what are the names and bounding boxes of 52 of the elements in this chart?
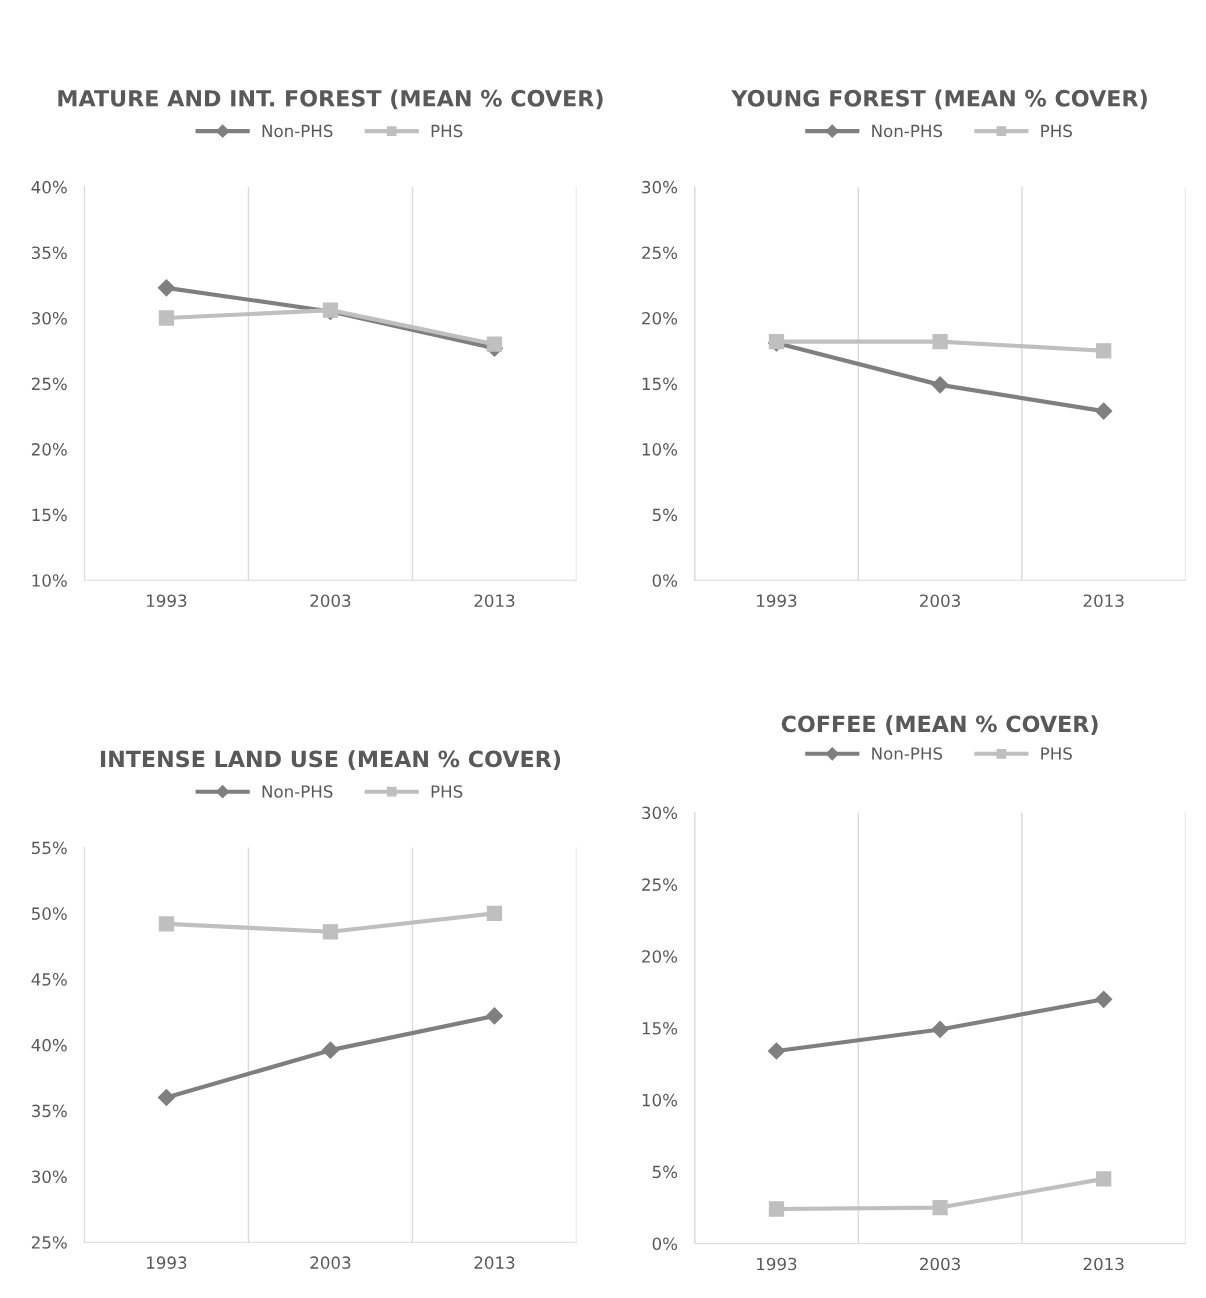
y-tick-label: 55% bbox=[32, 841, 67, 855]
y-tick-label: 10% bbox=[642, 1093, 678, 1107]
x-tick-label: 1993 bbox=[757, 1257, 797, 1271]
y-tick-label: 0% bbox=[652, 1237, 678, 1251]
x-tick-label: 2013 bbox=[1083, 1257, 1124, 1271]
y-tick-label: 50% bbox=[32, 907, 67, 920]
y-tick-label: 15% bbox=[642, 1021, 678, 1035]
y-tick-label: 5% bbox=[652, 1165, 678, 1179]
y-tick-label: 5% bbox=[652, 508, 678, 522]
x-tick-label: 2013 bbox=[1083, 594, 1124, 607]
chart-title: COFFEE (MEAN % COVER) bbox=[781, 715, 1098, 735]
x-tick-label: 1993 bbox=[147, 594, 187, 607]
y-tick-label: 20% bbox=[642, 950, 678, 963]
y-tick-label: 30% bbox=[31, 1170, 67, 1183]
y-tick-label: 25% bbox=[642, 878, 678, 891]
x-tick-label: 2003 bbox=[920, 1257, 960, 1271]
x-tick-label: 2013 bbox=[474, 594, 515, 607]
legend-label: PHS bbox=[1041, 124, 1072, 138]
y-tick-label: 40% bbox=[31, 180, 67, 194]
x-tick-label: 2013 bbox=[474, 1256, 515, 1269]
x-tick-label: 2003 bbox=[920, 594, 960, 607]
chart-title: INTENSE LAND USE (MEAN % COVER) bbox=[100, 750, 561, 770]
y-tick-label: 10% bbox=[642, 443, 678, 456]
legend-label: PHS bbox=[1041, 747, 1072, 760]
legend-label: PHS bbox=[431, 124, 463, 138]
y-tick-label: 25% bbox=[31, 377, 67, 391]
y-tick-label: 35% bbox=[31, 1104, 67, 1118]
y-tick-label: 15% bbox=[32, 508, 67, 522]
x-tick-label: 1993 bbox=[757, 594, 797, 607]
y-tick-label: 15% bbox=[642, 377, 678, 391]
y-tick-label: 30% bbox=[31, 311, 67, 325]
y-tick-label: 20% bbox=[642, 311, 678, 325]
y-tick-label: 25% bbox=[642, 246, 678, 260]
y-tick-label: 30% bbox=[642, 180, 678, 194]
y-tick-label: 20% bbox=[31, 443, 67, 456]
legend-label: Non-PHS bbox=[872, 747, 943, 760]
chart-title: YOUNG FOREST (MEAN % COVER) bbox=[731, 89, 1147, 110]
y-tick-label: 25% bbox=[31, 1236, 67, 1249]
y-tick-label: 45% bbox=[31, 973, 67, 986]
legend-label: Non-PHS bbox=[872, 124, 943, 138]
y-tick-label: 40% bbox=[31, 1038, 67, 1052]
legend-label: Non-PHS bbox=[262, 124, 333, 138]
x-tick-label: 2003 bbox=[310, 1256, 351, 1269]
y-tick-label: 10% bbox=[32, 574, 67, 587]
x-tick-label: 1993 bbox=[147, 1256, 187, 1269]
x-tick-label: 2003 bbox=[310, 594, 351, 607]
chart-title: MATURE AND INT. FOREST (MEAN % COVER) bbox=[58, 89, 603, 110]
y-tick-label: 30% bbox=[642, 806, 678, 820]
y-tick-label: 0% bbox=[652, 574, 678, 587]
legend-label: PHS bbox=[431, 785, 463, 798]
legend-label: Non-PHS bbox=[262, 785, 333, 798]
y-tick-label: 35% bbox=[31, 246, 67, 260]
